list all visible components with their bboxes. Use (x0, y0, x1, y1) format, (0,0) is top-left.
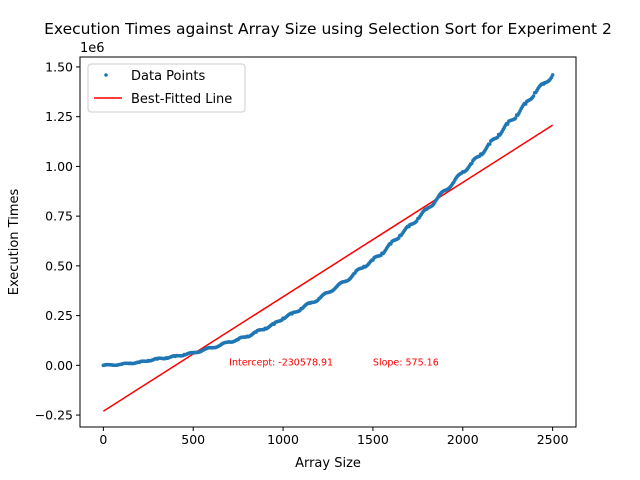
y-axis-offset-label: 1e6 (80, 41, 105, 56)
x-tick-label: 0 (99, 432, 107, 447)
best-fit-line (102, 124, 554, 412)
data-point (513, 116, 518, 120)
data-point (469, 161, 474, 166)
legend-label-best-fit-line: Best-Fitted Line (131, 92, 232, 107)
y-tick-label: 1.50 (45, 59, 73, 74)
data-point (495, 135, 500, 140)
annotation-text: Intercept: -230578.91 (229, 357, 333, 368)
y-tick-label: 0.75 (45, 209, 73, 224)
x-tick-label: 2500 (537, 432, 569, 447)
annotations: Intercept: -230578.91 Slope: 575.16 (229, 357, 439, 368)
x-tick-label: 1500 (357, 432, 389, 447)
y-axis-label: Execution Times (7, 189, 22, 296)
x-tick-label: 500 (181, 432, 205, 447)
x-tick-label: 2000 (447, 432, 479, 447)
data-point (505, 122, 510, 126)
plot-area (101, 73, 555, 412)
y-tick-label: 1.25 (45, 109, 73, 124)
legend: Data Points Best-Fitted Line (87, 63, 246, 113)
legend-marker-data-points (104, 73, 108, 77)
data-point (550, 73, 555, 77)
chart-title: Execution Times against Array Size using… (44, 20, 612, 38)
y-tick-label: 0.25 (45, 308, 73, 323)
legend-label-data-points: Data Points (131, 69, 205, 84)
y-tick-label: −0.25 (35, 408, 73, 423)
x-axis-ticks: 0 500 1000 1500 2000 2500 (99, 427, 569, 447)
x-tick-label: 1000 (267, 432, 299, 447)
y-tick-label: 0.50 (45, 258, 73, 273)
y-tick-label: 0.00 (45, 358, 73, 373)
data-point (531, 94, 536, 98)
annotation-text: Slope: 575.16 (373, 357, 439, 368)
y-axis-ticks: −0.25 0.00 0.25 0.50 0.75 1.00 1.25 1.50 (35, 59, 80, 423)
y-tick-label: 1.00 (45, 159, 73, 174)
legend-box (87, 63, 246, 113)
scatter-points (101, 73, 555, 368)
x-axis-label: Array Size (295, 456, 361, 471)
data-point (487, 142, 492, 146)
axes-frame (79, 56, 577, 428)
